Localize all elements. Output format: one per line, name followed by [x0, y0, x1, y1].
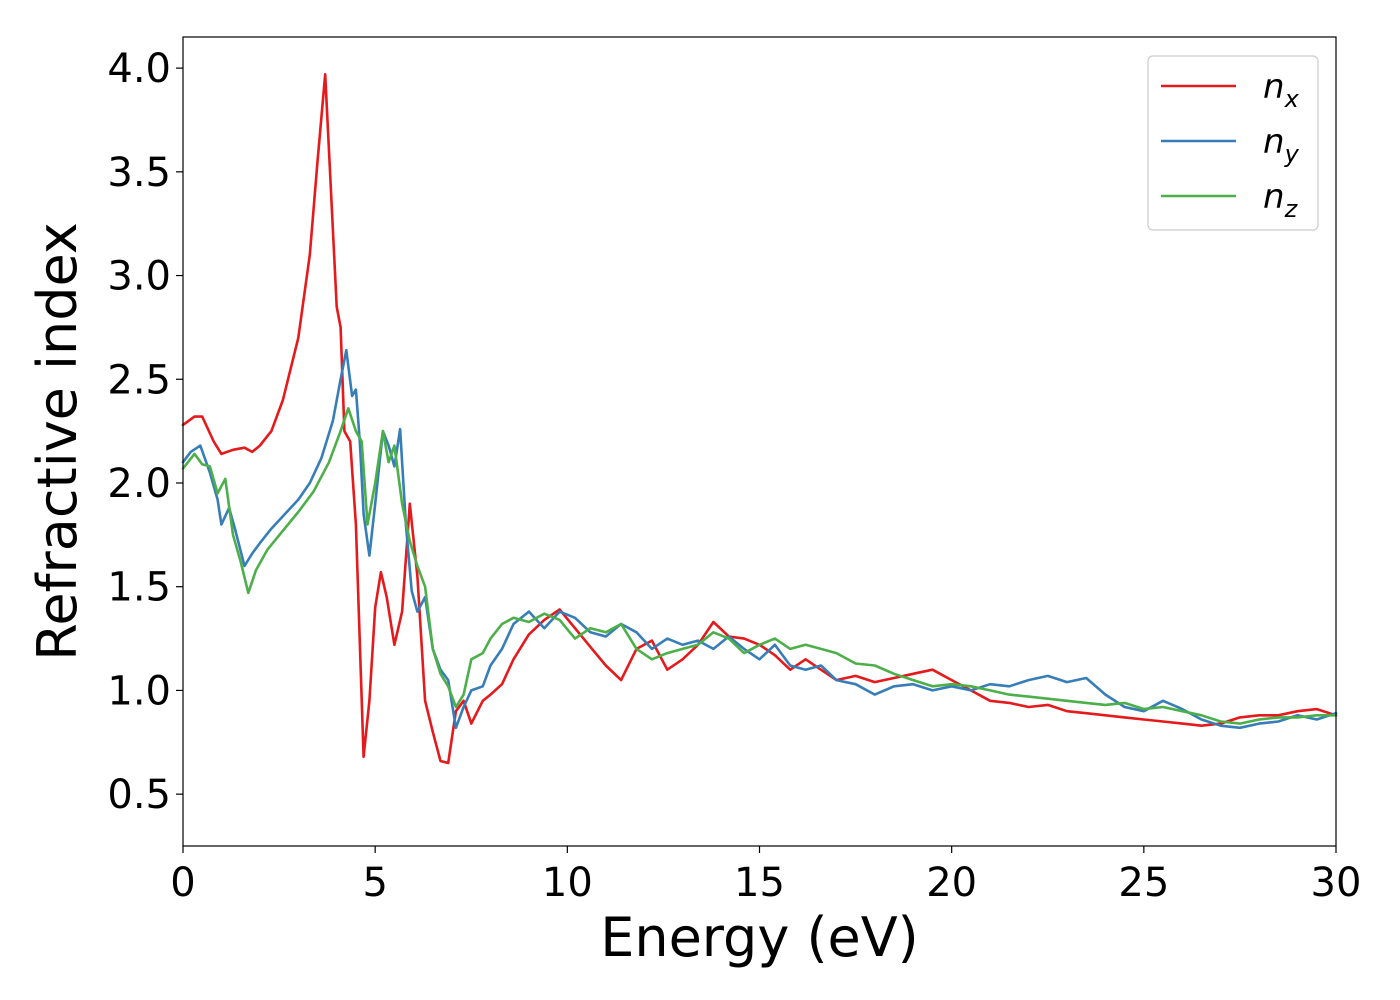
legend-box	[1147, 55, 1319, 231]
x-tick-label: 25	[1118, 860, 1169, 906]
series-line-n-z	[181, 407, 1338, 725]
y-tick-label: 2.5	[107, 357, 171, 403]
y-tick-label: 1.0	[107, 668, 171, 714]
x-axis-title: Energy (eV)	[600, 906, 919, 969]
y-tick-label: 0.5	[107, 772, 171, 818]
x-tick-label: 15	[734, 860, 785, 906]
y-tick-label: 3.5	[107, 150, 171, 196]
legend-label-n-z: nz	[1263, 177, 1299, 223]
series-line-n-x	[181, 73, 1338, 765]
x-tick-label: 30	[1311, 860, 1362, 906]
series-line-n-y	[181, 348, 1338, 730]
legend-label-n-x: nx	[1263, 67, 1300, 113]
y-tick-label: 2.0	[107, 461, 171, 507]
x-axis-ticks: 0 5 10 15 20 25 30	[170, 846, 1361, 906]
series-layer	[181, 73, 1338, 765]
y-axis-ticks: 0.5 1.0 1.5 2.0 2.5 3.0 3.5 4.0	[107, 46, 183, 818]
legend: nx ny nz	[1147, 55, 1319, 231]
y-tick-label: 3.0	[107, 254, 171, 300]
y-tick-label: 1.5	[107, 565, 171, 611]
x-tick-label: 10	[542, 860, 593, 906]
y-tick-label: 4.0	[107, 46, 171, 92]
y-axis-title: Refractive index	[26, 222, 89, 661]
legend-label-n-y: ny	[1263, 122, 1300, 168]
x-tick-label: 5	[362, 860, 387, 906]
x-tick-label: 20	[926, 860, 977, 906]
x-tick-label: 0	[170, 860, 195, 906]
